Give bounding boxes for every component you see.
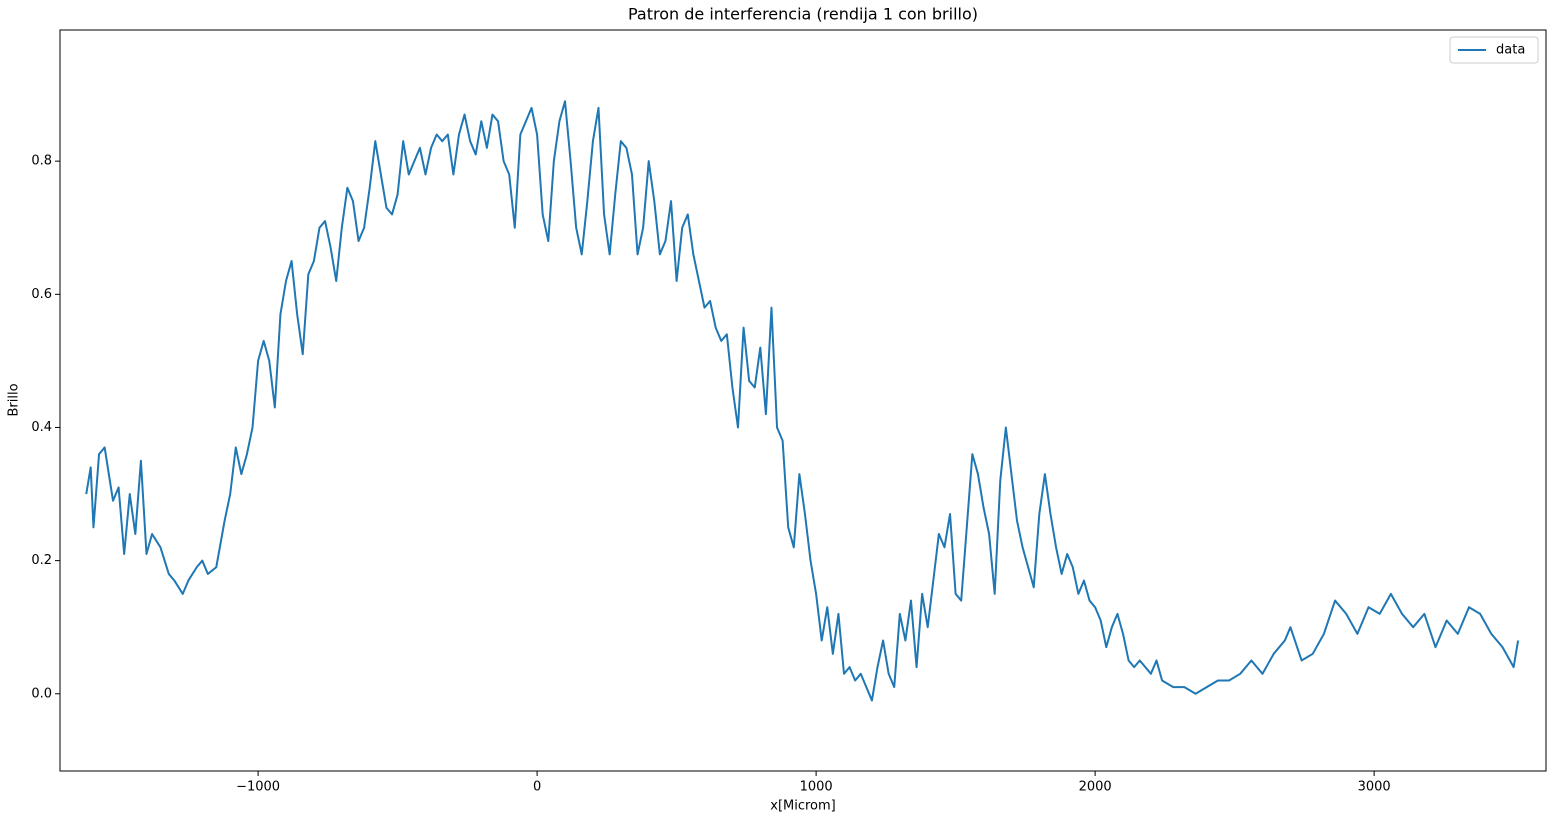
y-tick-label: 0.0 [31, 686, 52, 701]
y-tick-label: 0.6 [31, 287, 52, 302]
y-tick-label: 0.4 [31, 420, 52, 435]
y-tick-label: 0.2 [31, 553, 52, 568]
y-tick-label: 0.8 [31, 154, 52, 169]
x-axis-label: x[Microm] [770, 799, 836, 814]
x-tick-label: 1000 [800, 780, 833, 795]
plot-frame [59, 29, 1547, 772]
x-tick-label: 3000 [1358, 780, 1391, 795]
y-axis-label: Brillo [7, 383, 22, 416]
x-tick-label: 2000 [1079, 780, 1112, 795]
legend-label: data [1496, 43, 1525, 58]
data-line [85, 100, 1520, 702]
chart-title: Patron de interferencia (rendija 1 con b… [628, 5, 978, 24]
x-tick-label: −1000 [236, 780, 280, 795]
legend-box [1449, 36, 1539, 64]
x-tick-label: 0 [533, 780, 541, 795]
